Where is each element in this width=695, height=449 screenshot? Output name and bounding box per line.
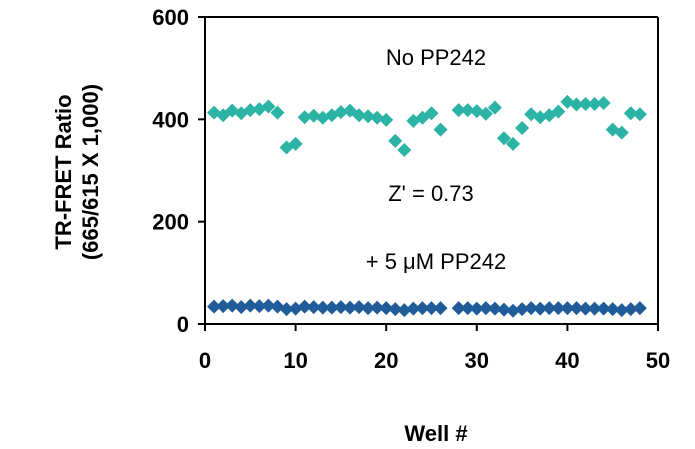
data-point-diamond: [596, 95, 611, 110]
data-point-diamond: [587, 301, 602, 316]
data-point-diamond: [406, 301, 421, 316]
data-markers: [207, 94, 647, 318]
data-point-diamond: [261, 99, 276, 114]
data-point-diamond: [234, 300, 249, 315]
data-point-diamond: [207, 299, 222, 314]
data-point-diamond: [433, 301, 448, 316]
data-point-diamond: [370, 300, 385, 315]
data-point-diamond: [515, 121, 530, 136]
data-point-diamond: [560, 301, 575, 316]
data-point-diamond: [306, 108, 321, 123]
x-tick-label: 20: [374, 348, 398, 373]
data-point-diamond: [623, 106, 638, 121]
data-point-diamond: [388, 302, 403, 317]
series-no-pp242: [207, 94, 647, 158]
data-point-diamond: [279, 302, 294, 317]
data-point-diamond: [451, 103, 466, 118]
data-point-diamond: [270, 105, 285, 120]
data-point-diamond: [352, 300, 367, 315]
data-point-diamond: [578, 96, 593, 111]
y-tick-label: 0: [177, 312, 189, 337]
data-point-diamond: [632, 107, 647, 122]
data-point-diamond: [333, 105, 348, 120]
data-point-diamond: [596, 301, 611, 316]
data-point-diamond: [216, 299, 231, 314]
data-point-diamond: [225, 298, 240, 313]
data-point-diamond: [451, 301, 466, 316]
data-point-diamond: [487, 100, 502, 115]
annotation-no-pp242: No PP242: [386, 45, 486, 70]
data-point-diamond: [361, 301, 376, 316]
y-axis-title-line2: (665/615 X 1,000): [78, 84, 103, 260]
data-point-diamond: [614, 303, 629, 318]
data-point-diamond: [288, 136, 303, 151]
data-point-diamond: [487, 301, 502, 316]
data-point-diamond: [632, 301, 647, 316]
data-point-diamond: [496, 302, 511, 317]
x-tick-label: 0: [199, 348, 211, 373]
data-point-diamond: [496, 131, 511, 146]
data-point-diamond: [569, 301, 584, 316]
data-point-diamond: [533, 301, 548, 316]
data-point-diamond: [569, 97, 584, 112]
data-point-diamond: [261, 298, 276, 313]
data-point-diamond: [342, 300, 357, 315]
data-point-diamond: [424, 106, 439, 121]
x-tick-label: 40: [555, 348, 579, 373]
data-point-diamond: [506, 136, 521, 151]
data-point-diamond: [551, 301, 566, 316]
series-pp242: [207, 298, 647, 318]
data-point-diamond: [370, 110, 385, 125]
data-point-diamond: [388, 133, 403, 148]
data-point-diamond: [478, 106, 493, 121]
data-point-diamond: [306, 300, 321, 315]
data-point-diamond: [252, 299, 267, 314]
data-point-diamond: [542, 301, 557, 316]
data-point-diamond: [578, 301, 593, 316]
data-point-diamond: [515, 302, 530, 317]
data-point-diamond: [524, 301, 539, 316]
data-point-diamond: [605, 302, 620, 317]
data-point-diamond: [614, 125, 629, 140]
data-point-diamond: [587, 96, 602, 111]
data-point-diamond: [433, 122, 448, 137]
data-point-diamond: [623, 302, 638, 317]
y-tick-label: 400: [152, 107, 189, 132]
data-point-diamond: [460, 301, 475, 316]
data-point-diamond: [333, 300, 348, 315]
data-point-diamond: [324, 300, 339, 315]
annotation-pp242-5um: + 5 μM PP242: [366, 249, 506, 274]
data-point-diamond: [506, 303, 521, 318]
data-point-diamond: [415, 301, 430, 316]
data-point-diamond: [243, 298, 258, 313]
x-axis-title: Well #: [404, 421, 467, 446]
data-point-diamond: [352, 108, 367, 123]
axis-ticks: 0 200 400 600 0 10 20 30 40 50: [152, 5, 670, 373]
data-point-diamond: [315, 300, 330, 315]
x-tick-label: 10: [283, 348, 307, 373]
data-point-diamond: [424, 301, 439, 316]
data-point-diamond: [469, 301, 484, 316]
data-point-diamond: [478, 301, 493, 316]
data-point-diamond: [551, 104, 566, 119]
data-point-diamond: [460, 103, 475, 118]
data-point-diamond: [533, 110, 548, 125]
data-point-diamond: [297, 299, 312, 314]
data-point-diamond: [397, 303, 412, 318]
y-axis-title-line1: TR-FRET Ratio: [51, 94, 76, 249]
y-tick-label: 600: [152, 5, 189, 30]
data-point-diamond: [288, 301, 303, 316]
data-point-diamond: [243, 103, 258, 118]
data-point-diamond: [361, 109, 376, 124]
data-point-diamond: [297, 110, 312, 125]
x-tick-label: 30: [465, 348, 489, 373]
annotation-z-prime: Z' = 0.73: [388, 181, 474, 206]
data-point-diamond: [379, 112, 394, 127]
data-point-diamond: [379, 301, 394, 316]
x-tick-label: 50: [646, 348, 670, 373]
data-point-diamond: [397, 143, 412, 158]
y-tick-label: 200: [152, 210, 189, 235]
